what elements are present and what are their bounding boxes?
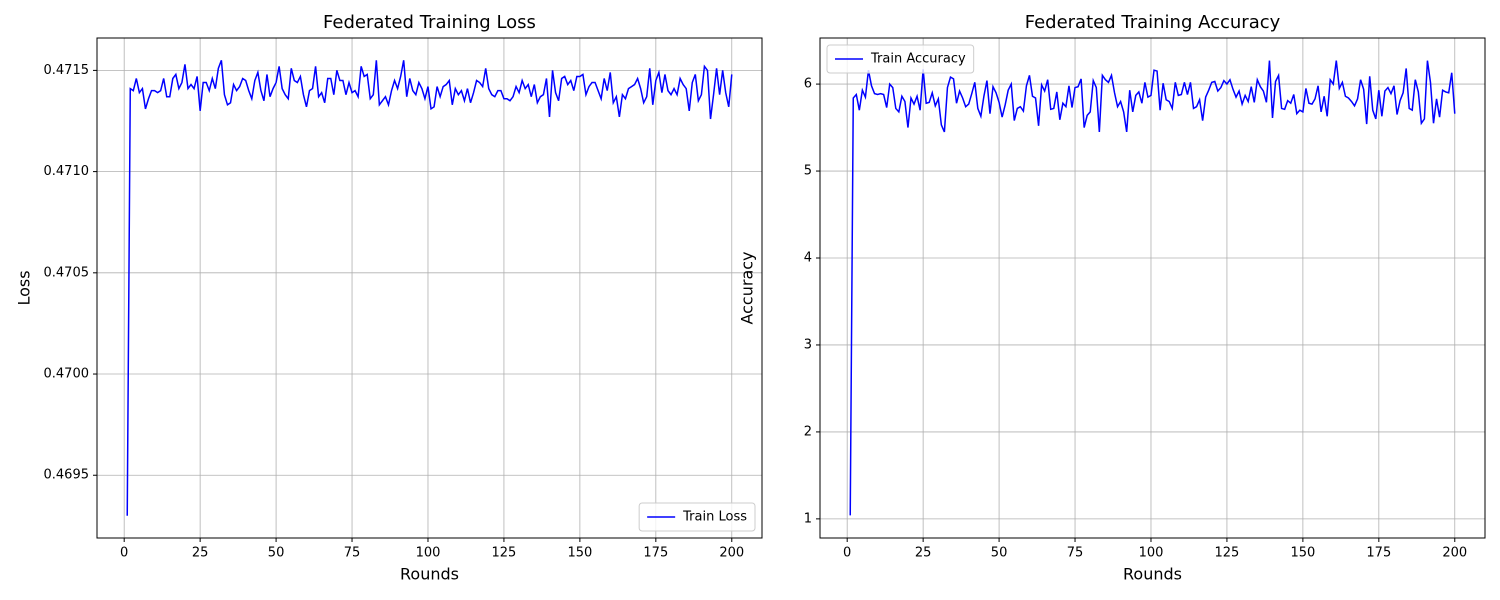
x-tick-label: 200 (1442, 546, 1467, 561)
axes-frame (96, 37, 763, 539)
x-tick-label: 100 (1139, 546, 1164, 561)
y-axis-label: Loss (15, 270, 34, 305)
plot-area (126, 60, 733, 516)
y-tick-label: 0.4715 (44, 63, 90, 78)
x-tick-label: 125 (1215, 546, 1240, 561)
x-tick-label: 0 (120, 546, 128, 561)
chart-title: Federated Training Accuracy (1025, 12, 1281, 33)
y-tick-label: 2 (804, 424, 812, 439)
x-tick-label: 175 (643, 546, 668, 561)
x-tick-label: 200 (719, 546, 744, 561)
legend-box (638, 502, 756, 532)
x-tick-label: 75 (1067, 546, 1084, 561)
legend: Train Loss (638, 502, 756, 532)
y-axis-label: Accuracy (738, 251, 757, 324)
x-tick-label: 50 (991, 546, 1008, 561)
y-tick-label: 5 (804, 164, 812, 179)
y-tick-label: 3 (804, 337, 812, 352)
x-tick-label: 25 (192, 546, 209, 561)
legend-label: Train Loss (682, 510, 747, 525)
y-tick-label: 0.4710 (44, 164, 90, 179)
x-tick-label: 150 (1290, 546, 1315, 561)
y-tick-label: 0.4695 (44, 468, 90, 483)
y-tick-label: 6 (804, 77, 812, 92)
y-tick-label: 0.4700 (44, 367, 90, 382)
legend-label: Train Accuracy (870, 52, 966, 67)
legend-box (826, 44, 975, 74)
x-tick-label: 75 (344, 546, 361, 561)
y-tick-label: 4 (804, 251, 812, 266)
plot-area (849, 60, 1456, 516)
x-tick-label: 150 (567, 546, 592, 561)
y-tick-label: 0.4705 (44, 265, 90, 280)
subplot: 0 25 50 75 100 125 150 175 200 1 2 3 4 5 6 Federated Tr… (738, 12, 1486, 584)
x-tick-label: 0 (843, 546, 851, 561)
x-tick-label: 175 (1366, 546, 1391, 561)
data-line (849, 60, 1456, 516)
data-line (126, 60, 733, 516)
y-tick-label: 1 (804, 511, 812, 526)
chart-title: Federated Training Loss (323, 12, 536, 33)
x-tick-label: 50 (268, 546, 285, 561)
x-axis-label: Rounds (1123, 565, 1182, 584)
x-tick-label: 25 (915, 546, 932, 561)
legend: Train Accuracy (826, 44, 975, 74)
x-axis-label: Rounds (400, 565, 459, 584)
axes-frame (819, 37, 1486, 539)
x-tick-label: 100 (416, 546, 441, 561)
x-tick-label: 125 (492, 546, 517, 561)
subplot: 0 25 50 75 100 125 150 175 200 0.4695 0.4700 0.4705… (15, 12, 763, 584)
